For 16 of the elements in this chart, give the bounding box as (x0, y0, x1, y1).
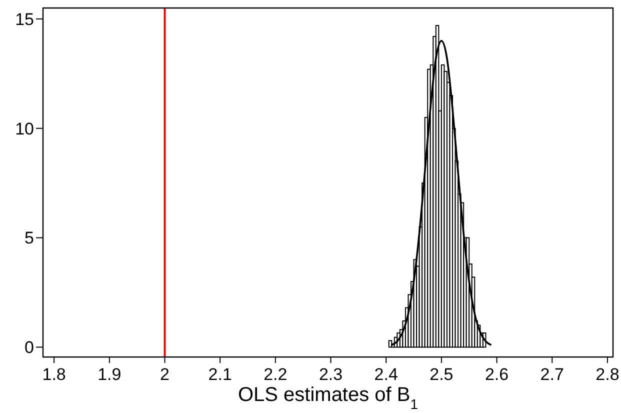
x-tick-label: 2 (160, 365, 170, 384)
x-axis-title: OLS estimates of B$_{1}$ (238, 384, 418, 412)
x-tick-label: 2.1 (208, 365, 232, 384)
x-tick-label: 2.2 (264, 365, 288, 384)
x-tick-label: 2.6 (484, 365, 509, 384)
x-tick-label: 2.4 (374, 365, 398, 384)
y-tick-label: 0 (24, 338, 34, 358)
x-tick-label: 2.8 (596, 365, 620, 384)
x-tick-label: 1.9 (98, 365, 122, 384)
y-tick-label: 5 (24, 228, 34, 248)
x-tick-label: 2.5 (430, 365, 454, 384)
x-tick-label: 1.8 (42, 365, 66, 384)
y-tick-label: 15 (15, 10, 34, 29)
x-tick-label: 2.3 (318, 365, 343, 384)
y-tick-label: 10 (15, 119, 34, 138)
x-tick-label: 2.7 (540, 365, 564, 384)
